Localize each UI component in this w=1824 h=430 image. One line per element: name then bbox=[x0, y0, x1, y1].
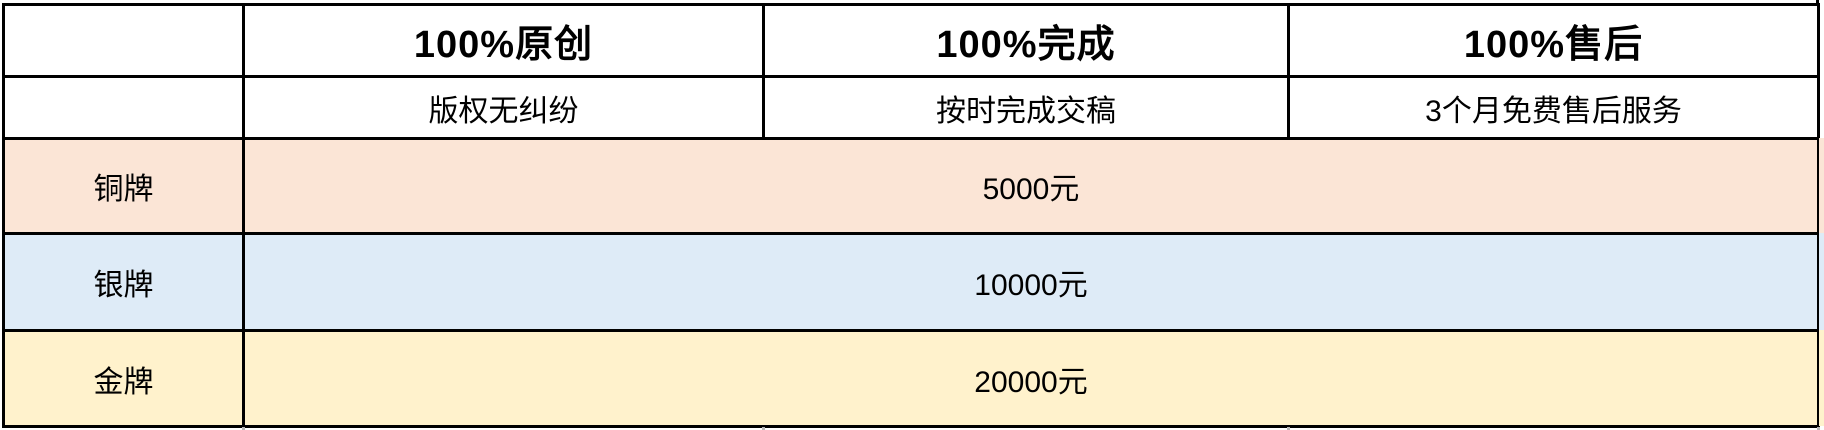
tier-price-bronze[interactable]: 5000元 bbox=[242, 137, 1820, 235]
tier-row-gold: 金牌 20000元 bbox=[2, 329, 1820, 428]
subheader-cell-delivery[interactable]: 按时完成交稿 bbox=[762, 75, 1290, 140]
header-row: 100%原创 100%完成 100%售后 bbox=[2, 3, 1820, 78]
gridline-tick-bottom-3 bbox=[1287, 427, 1290, 430]
subheader-empty-cell[interactable] bbox=[2, 75, 245, 140]
right-edge-fill-gold bbox=[1819, 330, 1824, 426]
subheader-row: 版权无纠纷 按时完成交稿 3个月免费售后服务 bbox=[2, 75, 1820, 140]
subheader-cell-service[interactable]: 3个月免费售后服务 bbox=[1287, 75, 1820, 140]
subheader-cell-copyright[interactable]: 版权无纠纷 bbox=[242, 75, 765, 140]
tier-row-silver: 银牌 10000元 bbox=[2, 232, 1820, 332]
gridline-tick-bottom-2 bbox=[762, 427, 765, 430]
corner-empty-cell[interactable] bbox=[2, 3, 245, 78]
header-cell-original[interactable]: 100%原创 bbox=[242, 3, 765, 78]
gridline-tick-top-right bbox=[1816, 0, 1819, 4]
header-cell-aftersales[interactable]: 100%售后 bbox=[1287, 3, 1820, 78]
gridline-tick-bottom-1 bbox=[242, 427, 245, 430]
tier-price-gold[interactable]: 20000元 bbox=[242, 329, 1820, 428]
tier-name-gold[interactable]: 金牌 bbox=[2, 329, 245, 428]
right-edge-fill-silver bbox=[1819, 233, 1824, 330]
tier-row-bronze: 铜牌 5000元 bbox=[2, 137, 1820, 235]
pricing-table: 100%原创 100%完成 100%售后 版权无纠纷 按时完成交稿 3个月免费售… bbox=[2, 3, 1820, 428]
tier-name-silver[interactable]: 银牌 bbox=[2, 232, 245, 332]
gridline-tick-bottom-4 bbox=[1817, 427, 1820, 430]
header-cell-completion[interactable]: 100%完成 bbox=[762, 3, 1290, 78]
tier-price-silver[interactable]: 10000元 bbox=[242, 232, 1820, 332]
right-edge-fill-bronze bbox=[1819, 138, 1824, 233]
tier-name-bronze[interactable]: 铜牌 bbox=[2, 137, 245, 235]
